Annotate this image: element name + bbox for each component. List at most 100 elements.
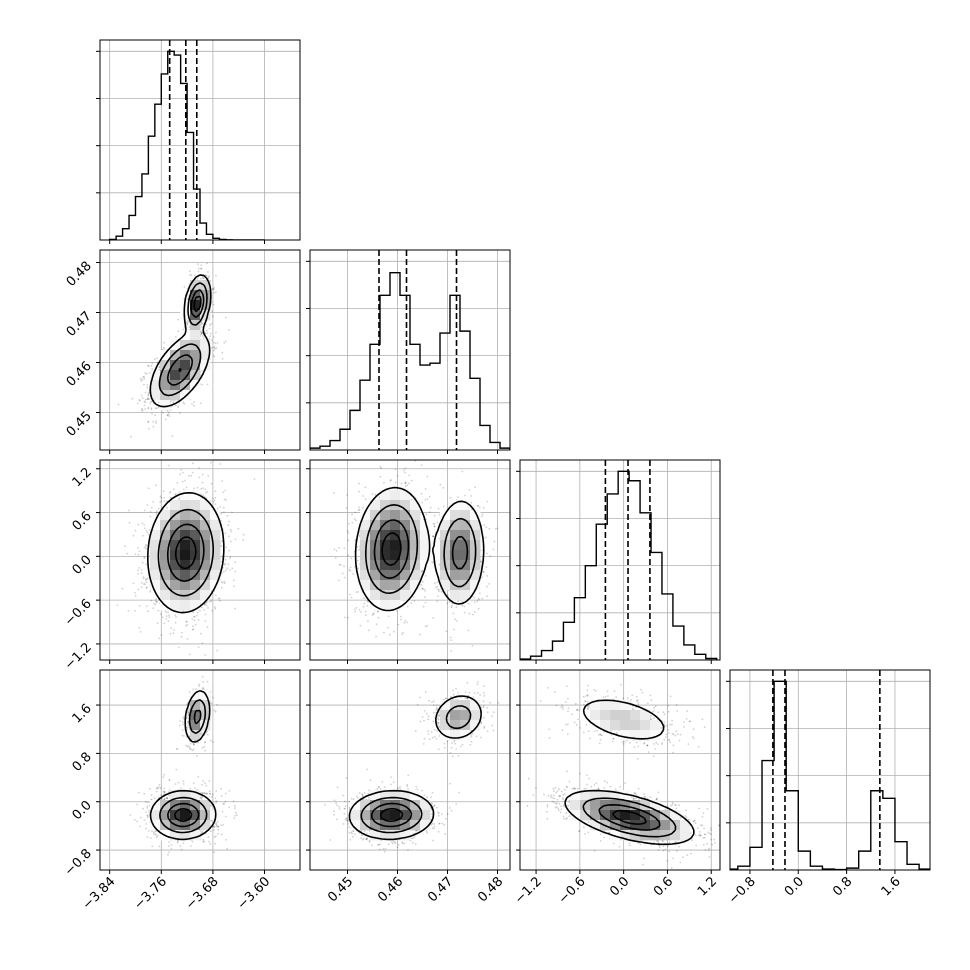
scatter-point <box>222 506 225 509</box>
scatter-point <box>160 634 163 636</box>
scatter-point <box>200 333 203 336</box>
scatter-point <box>147 398 149 401</box>
scatter-point <box>143 556 146 558</box>
scatter-point <box>144 401 147 404</box>
scatter-point <box>204 613 207 616</box>
scatter-point <box>155 422 158 424</box>
scatter-point <box>200 267 203 270</box>
scatter-point <box>142 534 144 537</box>
scatter-point <box>220 545 223 548</box>
scatter-point <box>156 601 159 604</box>
density-cell <box>200 550 211 561</box>
scatter-point <box>358 609 361 611</box>
density-cell <box>200 360 211 371</box>
scatter-point <box>155 484 158 487</box>
scatter-point <box>403 621 406 624</box>
scatter-point <box>379 475 382 478</box>
scatter-point <box>191 403 193 405</box>
scatter-point <box>362 495 364 497</box>
scatter-point <box>424 488 427 490</box>
scatter-point <box>143 383 145 386</box>
scatter-point <box>143 557 146 560</box>
scatter-point <box>141 408 144 410</box>
contour-level-2 <box>166 288 205 386</box>
scatter-point <box>219 463 222 465</box>
scatter-point <box>147 610 149 613</box>
scatter-point <box>334 557 337 560</box>
scatter-point <box>202 494 205 497</box>
scatter-point <box>205 604 208 607</box>
scatter-point <box>181 631 183 634</box>
scatter-point <box>219 600 221 602</box>
scatter-point <box>152 425 155 428</box>
scatter-point <box>183 402 186 405</box>
scatter-point <box>348 568 351 571</box>
density-cell <box>160 400 171 411</box>
scatter-point <box>363 597 365 600</box>
scatter-point <box>206 383 209 386</box>
scatter-point <box>205 329 208 332</box>
scatter-point <box>146 504 149 506</box>
histogram-panel-1 <box>306 249 511 451</box>
scatter-point <box>197 646 200 649</box>
scatter-point <box>163 622 166 625</box>
scatter-point <box>222 511 225 513</box>
scatter-point <box>228 535 230 538</box>
density-cell <box>160 350 171 361</box>
scatter-point <box>130 435 132 438</box>
scatter-point <box>233 579 235 582</box>
scatter-point <box>222 491 225 494</box>
scatter-point <box>127 509 130 512</box>
scatter-point <box>204 620 207 623</box>
scatter-point <box>383 631 385 634</box>
scatter-point <box>178 646 180 649</box>
scatter-point <box>181 480 184 483</box>
density-cell <box>200 350 211 361</box>
contour-level-0 <box>147 492 225 614</box>
scatter-point <box>140 380 143 382</box>
scatter-point <box>141 522 144 524</box>
scatter-point <box>216 342 219 344</box>
scatter-point <box>426 624 428 627</box>
histogram-panel-0 <box>96 39 301 241</box>
scatter-point <box>144 527 146 530</box>
scatter-point <box>182 471 184 474</box>
density-cell <box>160 380 171 391</box>
scatter-point <box>226 514 229 517</box>
scatter-point <box>182 610 185 613</box>
scatter-point <box>160 613 162 616</box>
scatter-point <box>202 275 204 278</box>
scatter-point <box>210 322 213 325</box>
density-cell <box>170 370 181 381</box>
density-cell <box>200 510 211 521</box>
scatter-point <box>143 546 146 549</box>
scatter-point <box>388 455 390 457</box>
scatter-point <box>366 600 369 602</box>
scatter-point <box>424 596 426 598</box>
scatter-point <box>186 638 189 640</box>
scatter-point <box>212 354 215 357</box>
density-cell <box>170 570 181 581</box>
scatter-point <box>220 520 223 522</box>
scatter-point <box>351 521 354 524</box>
scatter-point <box>155 600 158 603</box>
scatter-point <box>140 586 143 589</box>
scatter-point <box>214 497 217 499</box>
scatter-point <box>145 545 148 547</box>
density-cell <box>150 580 161 591</box>
scatter-point <box>344 616 346 619</box>
scatter-point <box>436 581 439 584</box>
scatter-point <box>185 620 188 623</box>
scatter-point <box>127 610 130 612</box>
density-cell <box>200 580 211 591</box>
scatter-point <box>224 489 227 492</box>
scatter-point <box>193 487 196 490</box>
density-cell <box>180 360 191 371</box>
scatter-point <box>147 420 150 423</box>
scatter-point <box>138 605 141 607</box>
scatter-point <box>145 530 148 532</box>
scatter-point <box>354 511 357 514</box>
scatter-point <box>152 607 155 609</box>
scatter-point <box>194 274 196 277</box>
panel-frame <box>309 249 511 451</box>
